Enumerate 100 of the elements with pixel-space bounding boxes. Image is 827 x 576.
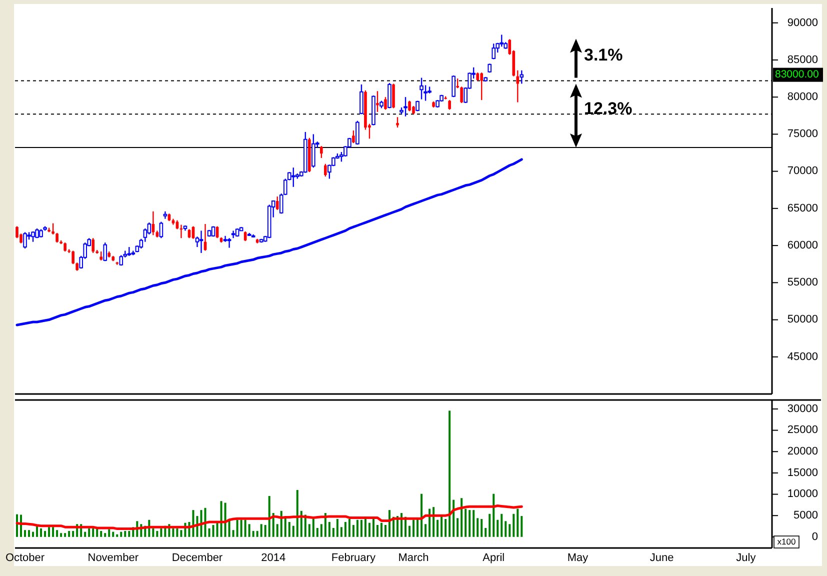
bar (84, 532, 86, 537)
bar (332, 528, 334, 537)
y-tick-label: 70000 (787, 165, 818, 178)
bar (96, 528, 98, 537)
bar (296, 490, 298, 537)
text: 83000.00 (775, 68, 819, 81)
bar (268, 496, 270, 537)
candlestick (456, 78, 459, 89)
y-tick-label: 75000 (787, 128, 818, 140)
candlestick (492, 43, 496, 60)
bar (172, 528, 174, 537)
bar (124, 530, 126, 537)
bar (504, 521, 507, 537)
candlestick (56, 232, 58, 244)
bar (512, 514, 515, 537)
y-tick-label: 60000 (787, 239, 818, 252)
bar (248, 524, 250, 537)
y-tick-label: 80000 (787, 90, 818, 103)
candlestick (52, 222, 54, 236)
y-tick-label: 0 (812, 530, 818, 543)
bar (276, 524, 278, 537)
candlestick (392, 83, 395, 109)
bar (360, 520, 362, 537)
candlestick (159, 221, 164, 239)
y-tick-label: 90000 (787, 16, 818, 29)
bar (200, 510, 202, 537)
candlestick (244, 230, 247, 242)
y-axis-title: x100 (777, 536, 796, 546)
bar (60, 533, 62, 537)
bar (408, 526, 411, 537)
bar (460, 498, 463, 537)
bar (416, 518, 419, 537)
y-tick-label: 50000 (787, 314, 818, 326)
candlestick (448, 99, 451, 110)
candlestick (227, 238, 232, 248)
y-tick-label: 5000 (794, 509, 818, 522)
y-tick-label: 10000 (787, 488, 818, 500)
candlestick (376, 90, 379, 113)
bar (252, 530, 254, 537)
candlestick (216, 226, 219, 239)
bar (176, 528, 178, 537)
bar (108, 529, 110, 537)
bar (464, 508, 467, 537)
bar (324, 513, 326, 537)
x-tick-label: 2014 (261, 552, 286, 564)
bar (308, 524, 310, 537)
bar (52, 527, 54, 537)
bar (508, 524, 511, 537)
candlestick (72, 250, 74, 265)
candlestick (352, 130, 355, 144)
bar (356, 520, 358, 537)
candlestick (291, 166, 296, 188)
bar (480, 518, 483, 537)
bar (488, 514, 491, 537)
bar (208, 528, 210, 537)
bar (92, 528, 94, 537)
x-tick-label: October (5, 552, 45, 564)
x-tick-label: July (736, 552, 756, 564)
bar (216, 522, 218, 537)
bar (160, 528, 162, 537)
y-tick-label: 20000 (787, 446, 818, 458)
candlestick (388, 82, 392, 109)
bar (496, 520, 499, 537)
candlestick (23, 232, 27, 250)
bar (240, 520, 242, 537)
candlestick (320, 145, 323, 159)
candlestick (360, 84, 364, 115)
x-tick-label: December (172, 552, 223, 564)
candlestick (324, 163, 327, 178)
candlestick (199, 230, 204, 254)
bar (376, 524, 378, 537)
bar (68, 530, 70, 537)
y-tick-label: 15000 (787, 466, 818, 479)
bar (368, 522, 370, 537)
bar (468, 510, 471, 537)
bar (260, 524, 262, 537)
x-tick-label: November (88, 552, 139, 564)
bar (476, 518, 479, 537)
bar (432, 507, 435, 537)
x-tick-label: February (331, 552, 376, 564)
bar (220, 501, 222, 537)
bar (340, 527, 342, 537)
bar (192, 510, 194, 537)
candlestick (520, 70, 524, 84)
candlestick (16, 226, 18, 239)
bar (424, 524, 427, 537)
x-tick-label: June (650, 552, 674, 564)
candlestick (231, 230, 236, 239)
annotation: 3.1% (584, 46, 623, 65)
bar (116, 534, 118, 537)
bar (384, 524, 386, 537)
bar (24, 530, 26, 537)
candlestick (311, 134, 316, 168)
bar (500, 514, 503, 537)
bar (372, 518, 374, 537)
bar (284, 518, 286, 537)
bar (320, 524, 322, 537)
x-tick-label: April (482, 552, 505, 564)
bar (120, 532, 122, 537)
bar (280, 510, 282, 537)
